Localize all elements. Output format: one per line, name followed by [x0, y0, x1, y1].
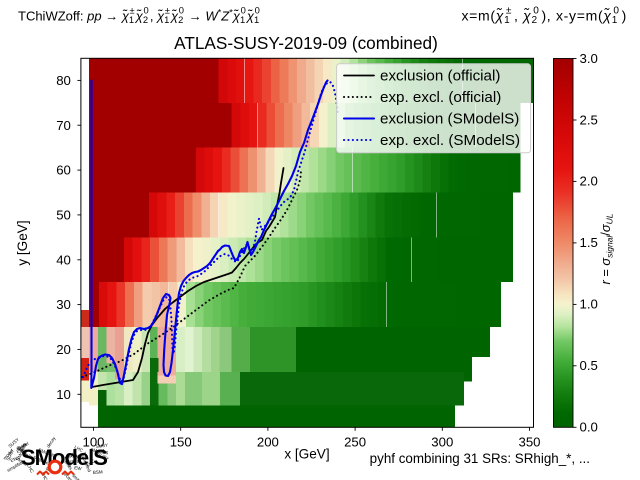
svg-text:decay: decay: [46, 435, 57, 448]
svg-text:EW: EW: [10, 456, 19, 463]
svg-text:LHC: LHC: [74, 444, 85, 453]
svg-text:1.0: 1.0: [580, 297, 598, 312]
svg-text:exclusion (official): exclusion (official): [380, 68, 500, 85]
svg-text:exp. excl. (official): exp. excl. (official): [380, 89, 501, 106]
svg-text:limits: limits: [71, 473, 82, 480]
svg-text:limits: limits: [63, 460, 74, 472]
svg-text:350: 350: [518, 434, 540, 449]
svg-text:y [GeV]: y [GeV]: [15, 220, 30, 265]
svg-text:70: 70: [56, 118, 71, 133]
svg-text:x=m(χ̃1​±​ , χ̃2​0​ ), x-y=m(χ: x=m(χ̃1​±​ , χ̃2​0​ ), x-y=m(χ̃1​0​ ): [461, 6, 627, 27]
svg-text:2.0: 2.0: [580, 174, 598, 189]
svg-text:SModelS: SModelS: [90, 447, 109, 455]
svg-text:30: 30: [56, 297, 71, 312]
svg-text:TChiWZoff: pp → χ̃1​±​ χ̃2​0​: TChiWZoff: pp → χ̃1​±​ χ̃2​0​ , χ̃1​±​ χ…: [18, 5, 261, 26]
svg-text:200: 200: [257, 434, 279, 449]
svg-text:BSM: BSM: [64, 452, 75, 461]
svg-text:decay: decay: [67, 458, 80, 464]
svg-text:LHC: LHC: [26, 463, 35, 474]
svg-text:20: 20: [56, 342, 71, 357]
svg-text:ATLAS-SUSY-2019-09 (combined): ATLAS-SUSY-2019-09 (combined): [174, 33, 438, 53]
svg-text:2.5: 2.5: [580, 112, 598, 127]
svg-text:x [GeV]: x [GeV]: [284, 447, 329, 462]
svg-text:EW: EW: [74, 465, 83, 471]
svg-text:model: model: [15, 456, 28, 467]
svg-text:0.5: 0.5: [580, 358, 598, 373]
svg-text:exp. excl. (SModelS): exp. excl. (SModelS): [380, 132, 520, 149]
svg-text:decay: decay: [74, 450, 88, 460]
svg-text:limits: limits: [17, 441, 29, 452]
svg-text:100: 100: [82, 434, 104, 449]
svg-text:10: 10: [56, 387, 71, 402]
svg-text:EW: EW: [16, 447, 25, 454]
svg-text:60: 60: [56, 163, 71, 178]
svg-text:LHC: LHC: [40, 471, 49, 480]
svg-text:r = σsignal/σUL: r = σsignal/σUL: [598, 213, 615, 284]
svg-text:0.0: 0.0: [580, 420, 598, 435]
svg-text:1.5: 1.5: [580, 235, 598, 250]
svg-text:40: 40: [56, 252, 71, 267]
svg-text:EW: EW: [71, 453, 80, 459]
svg-text:BSM: BSM: [94, 448, 105, 455]
svg-text:SUSY: SUSY: [97, 451, 110, 461]
svg-text:SUSY: SUSY: [7, 437, 20, 449]
svg-text:model: model: [16, 441, 29, 451]
svg-text:150: 150: [170, 434, 192, 449]
svg-text:3.0: 3.0: [580, 51, 598, 66]
svg-text:SModelS: SModelS: [21, 445, 107, 470]
svg-text:limits: limits: [64, 456, 73, 468]
svg-text:SUSY: SUSY: [96, 443, 109, 449]
svg-text:pyhf combining 31 SRs: SRhigh_: pyhf combining 31 SRs: SRhigh_*, ...: [370, 451, 590, 466]
svg-text:BSM: BSM: [93, 469, 103, 475]
svg-text:50: 50: [56, 208, 71, 223]
svg-text:250: 250: [344, 434, 366, 449]
svg-text:LHC: LHC: [86, 458, 97, 468]
svg-text:SUSY: SUSY: [5, 448, 15, 461]
svg-text:80: 80: [56, 73, 71, 88]
svg-text:exclusion (SModelS): exclusion (SModelS): [380, 111, 519, 128]
svg-text:SModelS: SModelS: [38, 447, 57, 458]
svg-text:300: 300: [431, 434, 453, 449]
